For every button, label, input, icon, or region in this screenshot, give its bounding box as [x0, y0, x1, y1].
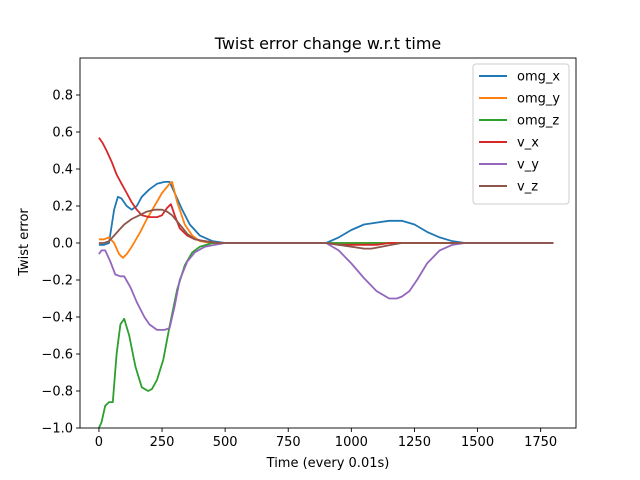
x-tick-label: 1750	[524, 435, 557, 450]
legend-entry: omg_z	[517, 114, 559, 129]
y-tick-label: −0.4	[41, 311, 73, 326]
legend-entry: v_z	[517, 180, 538, 195]
y-tick-label: −0.6	[41, 348, 73, 363]
series-line-v-y	[98, 242, 554, 331]
legend-entry: omg_x	[517, 70, 560, 85]
series-layer	[98, 137, 554, 428]
series-line-omg-x	[98, 180, 554, 246]
axes-layer: 0 250 500 750 1000 1250 1500 1750 −1.0 −0.8 −0.6 −0…	[41, 57, 577, 450]
x-tick-label: 250	[150, 435, 175, 450]
series-line-omg-z	[98, 242, 554, 428]
y-tick-label: 0.0	[52, 237, 73, 252]
y-tick-label: 0.4	[52, 163, 73, 178]
y-tick-label: 0.6	[52, 126, 73, 141]
x-tick-label: 1000	[335, 435, 368, 450]
x-tick-label: 0	[95, 435, 103, 450]
x-tick-label: 1250	[398, 435, 431, 450]
y-tick-label: −0.8	[41, 385, 73, 400]
x-tick-label: 1500	[461, 435, 494, 450]
x-tick-label: 750	[276, 435, 301, 450]
y-tick-label: −0.2	[41, 274, 73, 289]
chart-title: Twist error change w.r.t time	[214, 34, 442, 53]
legend-entry: v_y	[517, 158, 539, 173]
series-line-v-z	[98, 208, 554, 250]
y-axis-label: Twist error	[17, 208, 32, 277]
y-tick-label: 0.8	[52, 89, 73, 104]
legend: omg_x omg_y omg_z v_x v_y v_z	[472, 63, 570, 205]
legend-entry: omg_y	[517, 92, 560, 107]
y-tick-label: 0.2	[52, 200, 73, 215]
legend-entry: v_x	[517, 136, 539, 151]
x-tick-label: 500	[213, 435, 238, 450]
x-axis-label: Time (every 0.01s)	[266, 456, 390, 471]
y-tick-label: −1.0	[41, 422, 73, 437]
